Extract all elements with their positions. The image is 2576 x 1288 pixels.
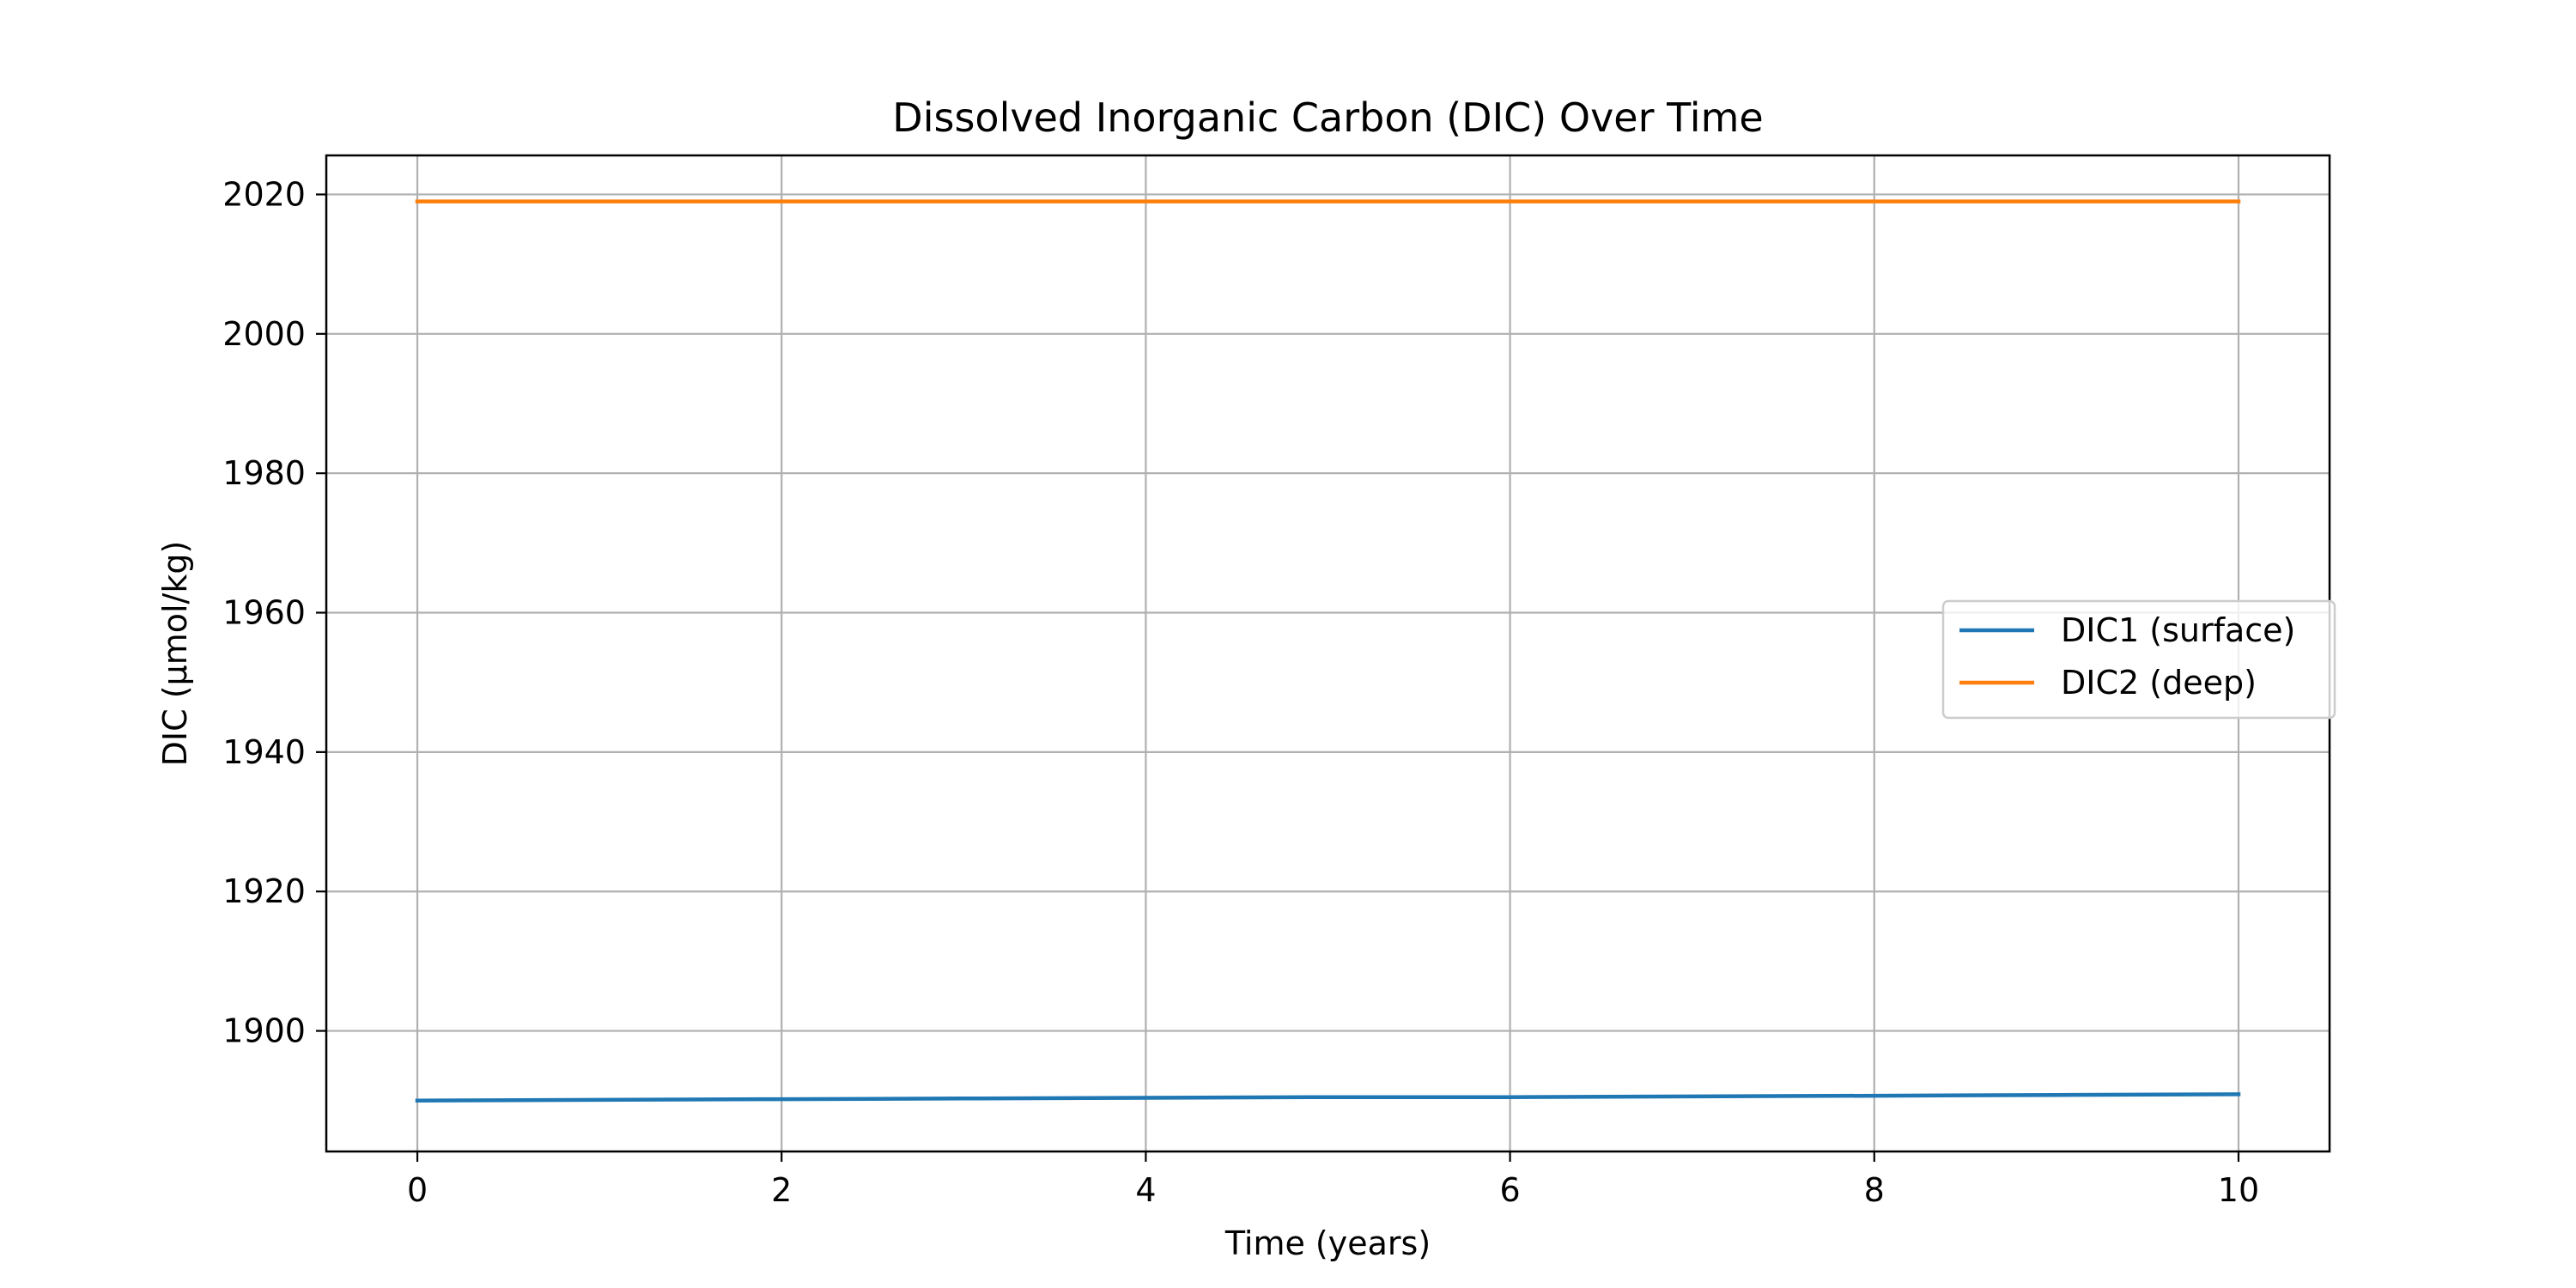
legend-label-1: DIC1 (surface) xyxy=(2061,611,2295,649)
y-tick-label: 1920 xyxy=(222,872,306,910)
legend: DIC1 (surface) DIC2 (deep) xyxy=(1941,599,2336,720)
y-tick-label: 1940 xyxy=(222,733,306,771)
y-axis-title: DIC (µmol/kg) xyxy=(156,541,194,767)
series-lines xyxy=(415,199,2241,1103)
x-axis-title: Time (years) xyxy=(1224,1224,1431,1262)
x-tick-label: 0 xyxy=(407,1171,428,1209)
x-tick-label: 6 xyxy=(1499,1171,1520,1209)
y-tick-label: 1960 xyxy=(222,594,306,632)
x-tick-label: 4 xyxy=(1135,1171,1156,1209)
x-tick-label: 2 xyxy=(771,1171,792,1209)
x-axis-ticks: 0 2 4 6 8 10 xyxy=(407,1151,2259,1209)
legend-label-2: DIC2 (deep) xyxy=(2061,664,2257,702)
y-tick-label: 1980 xyxy=(222,454,306,492)
y-tick-label: 2000 xyxy=(222,315,306,353)
y-axis-ticks: 1900 1920 1940 1960 1980 2000 2020 xyxy=(222,175,326,1050)
series-line-1 xyxy=(415,1092,2241,1103)
chart-title: Dissolved Inorganic Carbon (DIC) Over Ti… xyxy=(892,94,1763,141)
legend-box xyxy=(1941,599,2336,720)
y-tick-label: 1900 xyxy=(222,1012,306,1050)
x-tick-label: 10 xyxy=(2218,1171,2259,1209)
x-tick-label: 8 xyxy=(1864,1171,1885,1209)
y-tick-label: 2020 xyxy=(222,175,306,213)
